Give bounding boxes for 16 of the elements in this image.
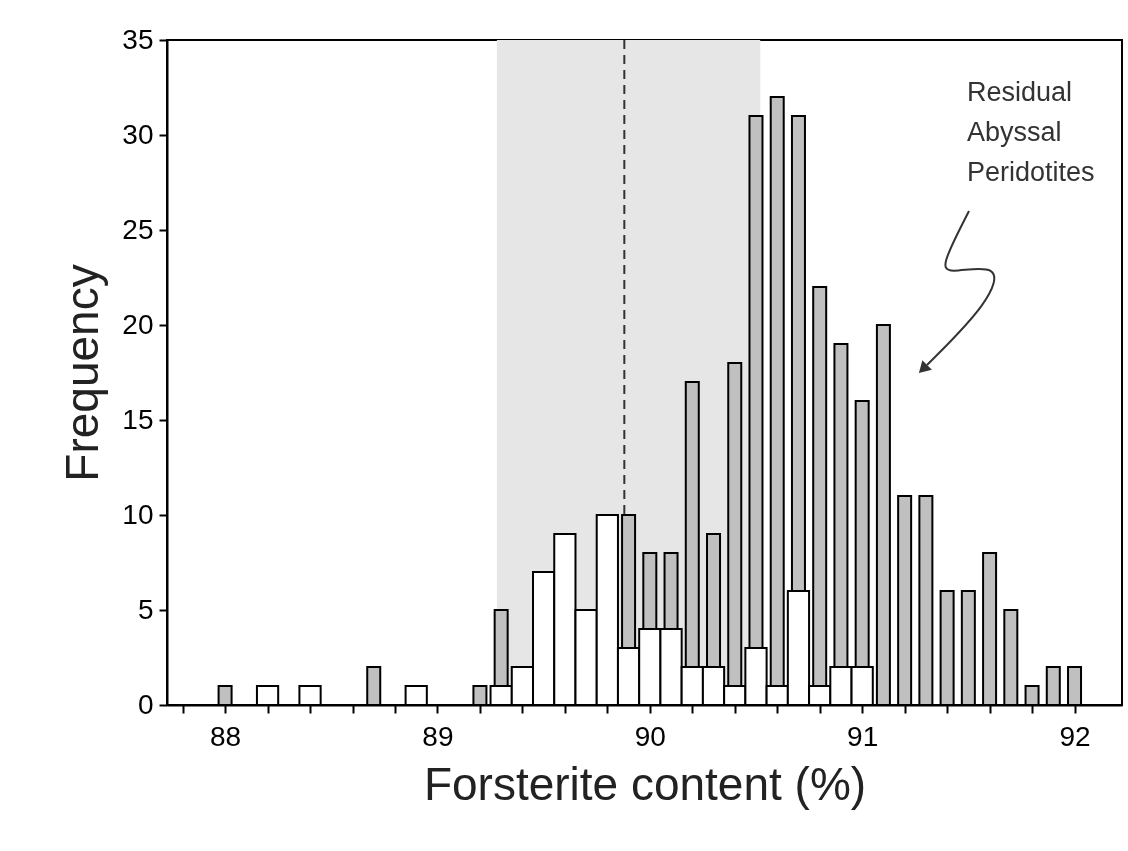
y-tick-label: 0	[137, 688, 154, 720]
x-tick-label: 90	[634, 720, 666, 752]
y-tick-label: 30	[122, 118, 154, 150]
text: Residual Abyssal Peridotites	[967, 77, 1095, 187]
y-tick-label: 20	[122, 308, 154, 340]
y-tick-label: 25	[122, 213, 154, 245]
y-tick-label: 15	[122, 403, 154, 435]
x-tick-label: 92	[1059, 720, 1091, 752]
y-axis-title: Frequency	[56, 264, 109, 482]
x-axis-title: Forsterite content (%)	[423, 757, 867, 810]
x-tick-label: 89	[422, 720, 454, 752]
y-tick-label: 35	[122, 23, 154, 55]
y-tick-label: 5	[137, 593, 154, 625]
y-tick-label: 10	[122, 498, 154, 530]
x-tick-label: 91	[847, 720, 879, 752]
x-tick-label: 88	[210, 720, 242, 752]
